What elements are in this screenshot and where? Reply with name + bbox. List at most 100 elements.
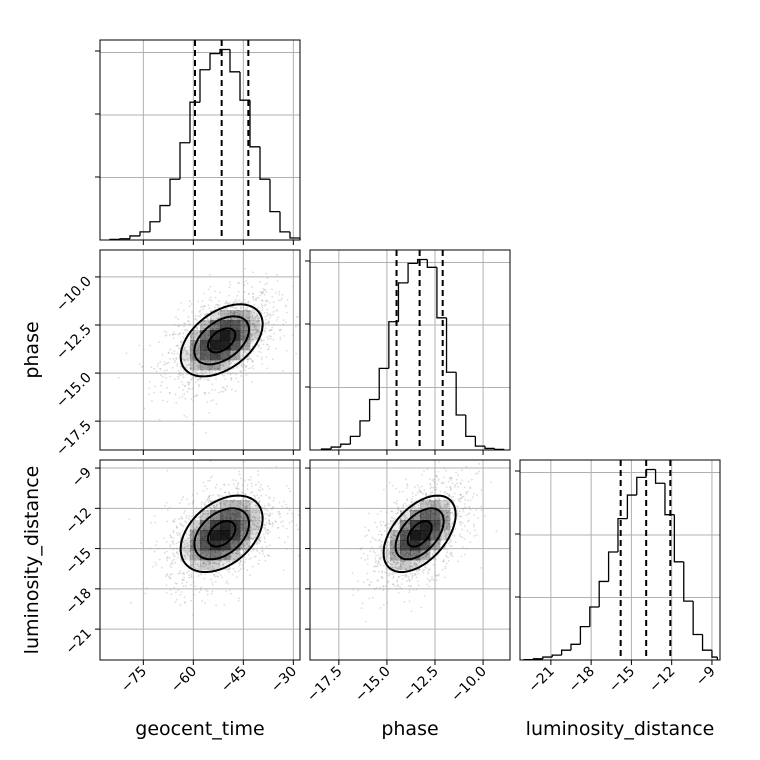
sample-point — [389, 587, 391, 590]
sample-point — [266, 343, 269, 346]
sample-point — [208, 496, 210, 499]
sample-point — [372, 550, 375, 553]
sample-point — [382, 585, 385, 588]
sample-point — [198, 515, 201, 518]
sample-point — [390, 559, 392, 561]
sample-point — [455, 505, 458, 508]
density-cells — [180, 310, 261, 381]
sample-point — [453, 513, 455, 516]
sample-point — [281, 293, 284, 296]
sample-point — [445, 525, 448, 527]
sample-point — [260, 494, 263, 497]
histogram-bar-geocent-time — [239, 71, 250, 101]
sample-point — [228, 363, 231, 365]
sample-point — [174, 582, 177, 585]
sample-point — [249, 530, 251, 532]
sample-point — [291, 520, 293, 523]
sample-point — [445, 532, 448, 535]
sample-point — [391, 537, 394, 539]
sample-point — [385, 523, 388, 525]
sample-point — [224, 557, 227, 559]
sample-point — [176, 582, 178, 585]
sample-point — [169, 348, 172, 351]
density-cell — [250, 500, 261, 511]
sample-point — [173, 586, 176, 589]
sample-point — [266, 367, 269, 370]
sample-point — [227, 582, 230, 585]
sample-point — [189, 348, 192, 350]
sample-point — [221, 495, 224, 498]
sample-point — [170, 562, 173, 565]
sample-point — [196, 331, 199, 334]
sample-point — [428, 500, 431, 503]
sample-point — [389, 563, 392, 566]
sample-point — [404, 520, 406, 523]
sample-point — [400, 574, 403, 577]
sample-point — [264, 283, 267, 286]
sample-point — [211, 562, 214, 565]
sample-point — [242, 320, 244, 323]
sample-point — [262, 287, 265, 290]
sample-point — [258, 519, 261, 522]
sample-point — [205, 589, 208, 592]
sample-point — [377, 554, 380, 557]
histogram-bar-phase — [474, 436, 485, 447]
sample-point — [159, 360, 162, 363]
sample-point — [196, 526, 198, 529]
sample-point — [234, 570, 237, 573]
sample-point — [182, 332, 185, 335]
sample-point — [419, 491, 422, 493]
sample-point — [252, 549, 255, 552]
sample-point — [262, 339, 265, 342]
sample-point — [259, 522, 262, 524]
sample-point — [276, 274, 278, 276]
sample-point — [192, 355, 195, 358]
sample-point — [398, 546, 401, 549]
sample-point — [249, 502, 252, 505]
sample-point — [247, 367, 250, 370]
sample-point — [125, 352, 128, 355]
density-cell — [420, 550, 431, 561]
sample-point — [380, 524, 383, 527]
sample-point — [451, 552, 453, 555]
panel-content — [100, 250, 304, 450]
sample-point — [449, 512, 452, 514]
sample-point — [206, 499, 209, 501]
sample-point — [208, 298, 211, 301]
sample-point — [171, 560, 174, 562]
sample-point — [190, 398, 193, 400]
sample-point — [225, 300, 228, 303]
sample-point — [302, 316, 304, 318]
sample-point — [388, 552, 390, 555]
sample-point — [439, 543, 441, 545]
sample-point — [411, 565, 413, 568]
sample-point — [183, 510, 186, 512]
sample-point — [243, 364, 246, 367]
sample-point — [208, 365, 210, 368]
sample-point — [387, 561, 390, 564]
sample-point — [197, 372, 200, 375]
sample-point — [394, 535, 397, 537]
sample-point — [393, 557, 396, 559]
sample-point — [194, 518, 197, 521]
sample-point — [232, 558, 235, 560]
sample-point — [415, 553, 418, 556]
sample-point — [434, 506, 437, 509]
histogram-bar-luminosity-distance — [645, 468, 656, 478]
sample-point — [433, 504, 436, 507]
density-cell — [210, 500, 221, 511]
sample-point — [378, 570, 380, 573]
sample-point — [403, 526, 406, 529]
sample-point — [195, 543, 198, 546]
sample-point — [189, 559, 191, 562]
sample-point — [212, 328, 215, 330]
sample-point — [378, 561, 380, 564]
sample-point — [262, 552, 264, 555]
sample-point — [194, 376, 197, 379]
sample-point — [247, 310, 249, 313]
sample-point — [417, 507, 420, 509]
sample-point — [223, 603, 226, 606]
sample-point — [191, 387, 194, 390]
sample-point — [187, 537, 190, 539]
